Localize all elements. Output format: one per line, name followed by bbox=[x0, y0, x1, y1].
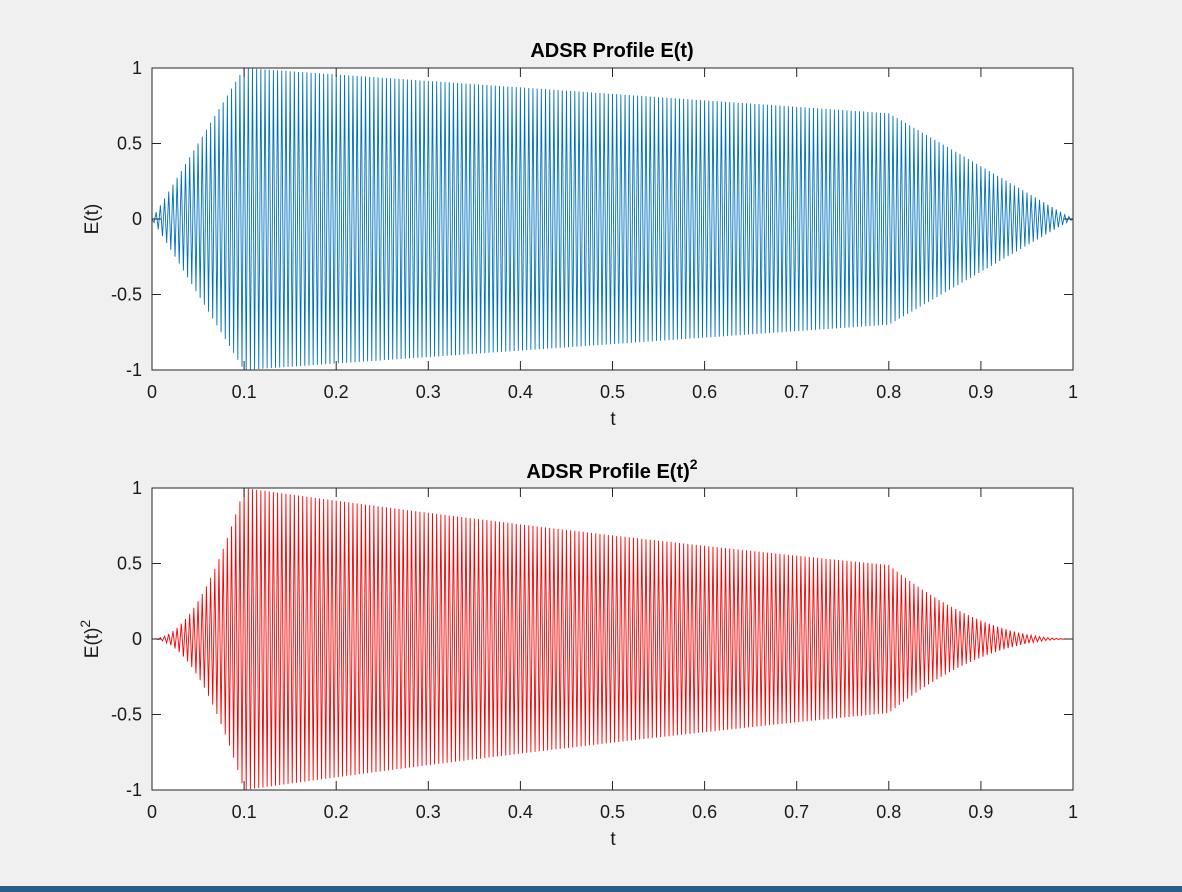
x-tick-label: 0.7 bbox=[784, 382, 809, 402]
x-tick-label: 0 bbox=[147, 802, 157, 822]
x-tick-label: 0.4 bbox=[508, 802, 533, 822]
axes-top: ADSR Profile E(t) 0 0.1 0.2 0.3 0.4 0.5 0.6 0.7… bbox=[82, 40, 1078, 430]
y-tick-label: -1 bbox=[126, 780, 142, 800]
x-tick-label: 0.1 bbox=[232, 382, 257, 402]
y-tick-label: 0.5 bbox=[117, 134, 142, 154]
y-ticks-top: 1 0.5 0 -0.5 -1 bbox=[111, 58, 1073, 380]
x-tick-label: 0.8 bbox=[876, 802, 901, 822]
y-axis-label-top: E(t) bbox=[82, 204, 103, 235]
y-ticks-bottom: 1 0.5 0 -0.5 -1 bbox=[111, 478, 1073, 800]
x-tick-label: 0.3 bbox=[416, 802, 441, 822]
x-tick-label: 1 bbox=[1068, 382, 1078, 402]
y-tick-label: 1 bbox=[132, 58, 142, 78]
series-line-bottom bbox=[151, 487, 1074, 790]
x-tick-label: 0.7 bbox=[784, 802, 809, 822]
y-tick-label: 0 bbox=[132, 629, 142, 649]
x-tick-label: 0.5 bbox=[600, 382, 625, 402]
x-axis-label-top: t bbox=[610, 409, 616, 430]
y-tick-label: -1 bbox=[126, 360, 142, 380]
x-tick-label: 0 bbox=[147, 382, 157, 402]
axes-bottom: ADSR Profile E(t)2 0 0.1 0.2 0.3 0.4 0.5 0.6 0.… bbox=[77, 456, 1078, 850]
waveform-bottom bbox=[151, 487, 1074, 790]
x-axis-label-bottom: t bbox=[610, 829, 616, 850]
window-bottom-border bbox=[0, 886, 1182, 892]
y-axis-label-bottom: E(t)2 bbox=[77, 620, 103, 659]
y-tick-label: 1 bbox=[132, 478, 142, 498]
chart-title-bottom: ADSR Profile E(t)2 bbox=[526, 456, 697, 483]
waveform-top bbox=[151, 67, 1074, 370]
x-tick-label: 0.2 bbox=[324, 382, 349, 402]
y-tick-label: -0.5 bbox=[111, 705, 142, 725]
x-tick-label: 0.9 bbox=[968, 802, 993, 822]
x-tick-label: 1 bbox=[1068, 802, 1078, 822]
x-tick-label: 0.6 bbox=[692, 802, 717, 822]
x-tick-label: 0.8 bbox=[876, 382, 901, 402]
x-tick-label: 0.5 bbox=[600, 802, 625, 822]
x-tick-label: 0.4 bbox=[508, 382, 533, 402]
y-tick-label: 0 bbox=[132, 209, 142, 229]
x-tick-label: 0.3 bbox=[416, 382, 441, 402]
x-ticks-bottom: 0 0.1 0.2 0.3 0.4 0.5 0.6 0.7 0.8 0.9 1 bbox=[147, 488, 1078, 822]
x-tick-label: 0.2 bbox=[324, 802, 349, 822]
x-tick-label: 0.9 bbox=[968, 382, 993, 402]
x-tick-label: 0.1 bbox=[232, 802, 257, 822]
y-tick-label: 0.5 bbox=[117, 554, 142, 574]
y-tick-label: -0.5 bbox=[111, 285, 142, 305]
x-tick-label: 0.6 bbox=[692, 382, 717, 402]
series-line-top bbox=[151, 67, 1074, 370]
chart-title-top: ADSR Profile E(t) bbox=[530, 40, 693, 62]
x-ticks-top: 0 0.1 0.2 0.3 0.4 0.5 0.6 0.7 0.8 0.9 1 bbox=[147, 68, 1078, 402]
